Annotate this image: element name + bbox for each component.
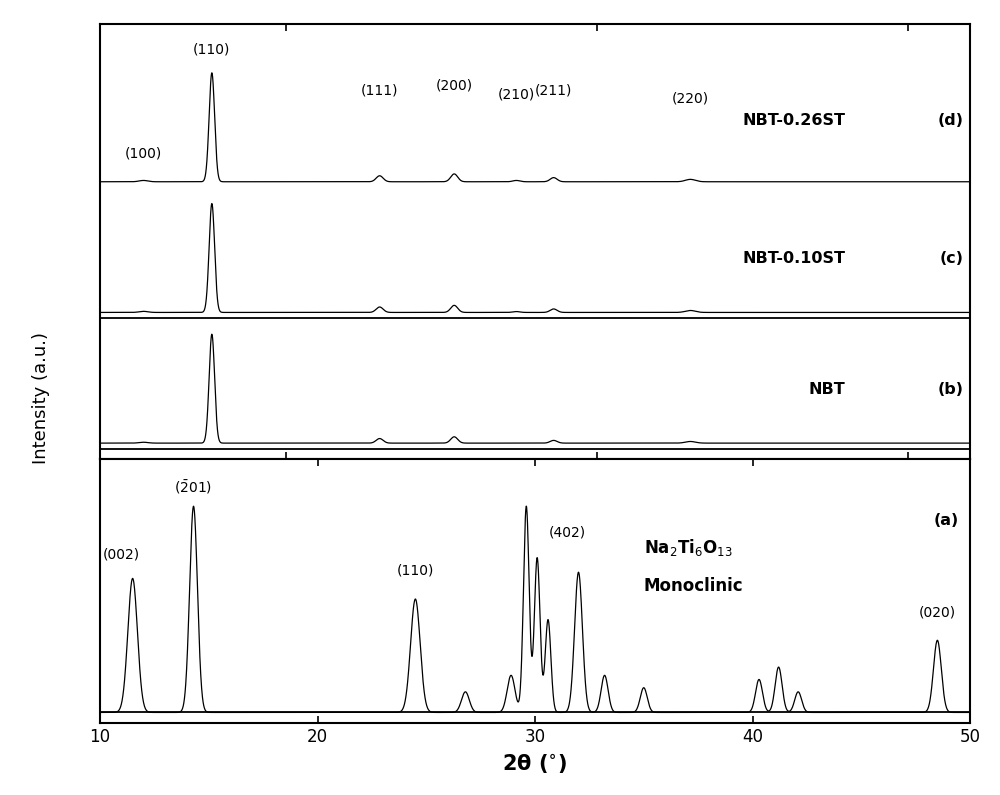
Text: (c): (c) [940,251,964,266]
Text: Monoclinic: Monoclinic [644,577,743,595]
Text: NBT-0.10ST: NBT-0.10ST [743,251,846,266]
Text: (b): (b) [938,382,964,398]
Text: Na$_2$Ti$_6$O$_{13}$: Na$_2$Ti$_6$O$_{13}$ [644,537,732,558]
Text: ($\bar{2}$01): ($\bar{2}$01) [174,478,213,496]
Text: NBT-0.26ST: NBT-0.26ST [743,113,846,128]
Text: (002): (002) [103,548,140,561]
Text: (100): (100) [125,147,162,161]
Text: (402): (402) [549,525,586,540]
Text: (220): (220) [672,91,709,105]
Text: (d): (d) [938,113,964,128]
Text: NBT: NBT [809,382,846,398]
Text: (110): (110) [193,42,231,56]
Text: (020): (020) [919,605,956,619]
Text: Intensity (a.u.): Intensity (a.u.) [32,332,50,463]
Text: (111): (111) [361,83,398,98]
X-axis label: $\mathbf{2\theta}$ $\mathbf{(^{\circ})}$: $\mathbf{2\theta}$ $\mathbf{(^{\circ})}$ [502,752,568,775]
Text: (211): (211) [535,83,572,98]
Text: (200): (200) [436,78,473,92]
Text: (110): (110) [397,564,434,578]
Text: (210): (210) [498,88,535,102]
Text: (a): (a) [934,514,959,529]
